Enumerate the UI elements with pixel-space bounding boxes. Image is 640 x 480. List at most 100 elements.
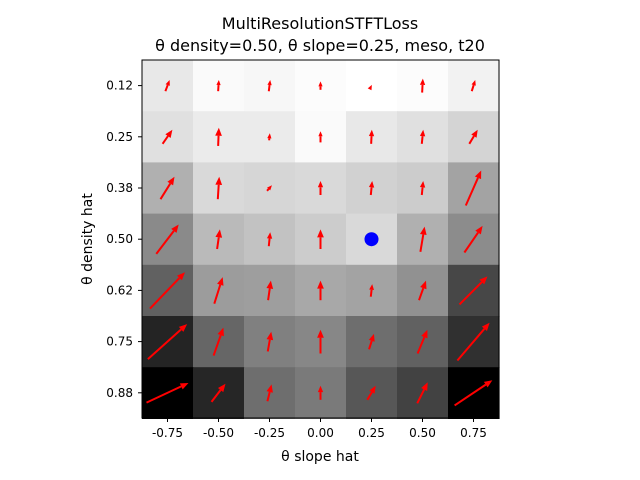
arrow-head xyxy=(475,225,483,235)
y-tick-label: 0.50 xyxy=(106,232,133,246)
arrow xyxy=(419,181,426,196)
arrow-field xyxy=(146,78,493,407)
arrow xyxy=(149,272,185,310)
y-tick-label: 0.62 xyxy=(106,283,133,297)
arrow xyxy=(368,181,375,196)
arrow-shaft xyxy=(155,230,175,255)
target-marker xyxy=(364,232,379,247)
arrow xyxy=(468,129,478,145)
arrow xyxy=(266,232,273,247)
arrow xyxy=(456,322,490,362)
arrow-head xyxy=(367,84,372,91)
arrow-shaft xyxy=(267,288,271,301)
arrow-shaft xyxy=(420,136,424,144)
arrow-shaft xyxy=(416,389,426,404)
arrow-head xyxy=(165,129,173,138)
arrow xyxy=(155,224,179,255)
arrow-shaft xyxy=(368,340,373,350)
arrow xyxy=(146,383,189,404)
x-tick-label: 0.00 xyxy=(307,426,334,440)
arrow-shaft xyxy=(213,284,222,305)
arrow xyxy=(369,284,374,297)
arrow-head xyxy=(178,324,188,332)
arrow xyxy=(464,170,482,206)
arrow xyxy=(210,383,226,403)
arrow-head xyxy=(419,226,427,236)
arrow-head xyxy=(171,224,179,233)
arrow-head xyxy=(177,272,185,281)
arrow-head xyxy=(420,280,427,290)
arrow-head xyxy=(474,170,482,180)
arrow xyxy=(366,385,376,401)
arrow-head xyxy=(318,131,323,137)
arrow-head xyxy=(317,229,324,238)
arrow-head xyxy=(368,129,375,137)
x-tick-label: -0.50 xyxy=(203,426,234,440)
arrow-head xyxy=(267,80,272,86)
arrow-head xyxy=(369,284,374,291)
arrow-head xyxy=(369,385,376,394)
x-tick-label: -0.25 xyxy=(254,426,285,440)
arrow-head xyxy=(481,322,490,331)
arrow xyxy=(470,80,476,92)
arrow-shaft xyxy=(146,385,182,404)
chart-title-line1: MultiResolutionSTFTLoss xyxy=(222,14,418,33)
arrow-shaft xyxy=(266,391,271,402)
arrow-head xyxy=(216,80,221,86)
arrow-head xyxy=(483,380,493,388)
arrow xyxy=(266,185,272,192)
arrow-shaft xyxy=(147,328,182,360)
arrow xyxy=(318,81,323,90)
arrow xyxy=(215,229,223,250)
arrow xyxy=(317,385,324,400)
arrow xyxy=(267,80,272,92)
arrow xyxy=(368,129,375,144)
heatmap-cell xyxy=(346,60,398,112)
arrow-head xyxy=(215,229,223,238)
heatmap-cells xyxy=(142,60,500,419)
arrow xyxy=(317,229,324,249)
arrow xyxy=(266,280,274,301)
arrow xyxy=(454,380,493,407)
arrow xyxy=(216,80,221,92)
arrow-head xyxy=(317,385,324,393)
arrow xyxy=(212,327,224,356)
arrow-head xyxy=(479,276,488,285)
y-axis-label: θ density hat xyxy=(80,193,96,285)
arrow-shaft xyxy=(418,287,425,301)
arrow-shaft xyxy=(266,188,270,192)
arrow-head xyxy=(267,133,272,139)
arrow xyxy=(419,78,426,93)
y-tick-label: 0.88 xyxy=(106,386,133,400)
x-tick-label: 0.50 xyxy=(409,426,436,440)
arrow-shaft xyxy=(419,234,425,252)
arrow-head xyxy=(421,329,428,339)
arrow-shaft xyxy=(216,184,220,200)
arrow xyxy=(317,181,324,195)
arrow xyxy=(161,129,173,145)
arrow-head xyxy=(217,277,224,286)
arrow-head xyxy=(419,129,426,137)
arrow-shaft xyxy=(416,336,426,354)
arrow xyxy=(416,382,428,404)
arrow-shaft xyxy=(470,84,475,92)
x-tick-label: 0.75 xyxy=(460,426,487,440)
x-axis-ticks: -0.75 -0.50 -0.25 0.00 0.25 0.50 0.75 xyxy=(152,418,487,440)
marker-dot xyxy=(364,232,379,247)
arrow-shaft xyxy=(369,289,373,297)
arrow-head xyxy=(217,327,224,337)
arrow-head xyxy=(421,382,428,391)
arrow-head xyxy=(318,81,323,87)
arrow xyxy=(215,127,222,146)
arrow xyxy=(463,225,483,254)
arrow-head xyxy=(368,181,375,188)
arrow-shaft xyxy=(159,183,172,200)
y-axis-ticks: 0.12 0.25 0.38 0.50 0.62 0.75 0.88 xyxy=(106,79,142,400)
y-tick-label: 0.12 xyxy=(106,79,133,93)
arrow xyxy=(215,176,223,200)
arrow xyxy=(368,333,375,350)
arrow-head xyxy=(317,329,324,338)
arrow-head xyxy=(368,333,375,342)
arrow-shaft xyxy=(420,187,424,196)
